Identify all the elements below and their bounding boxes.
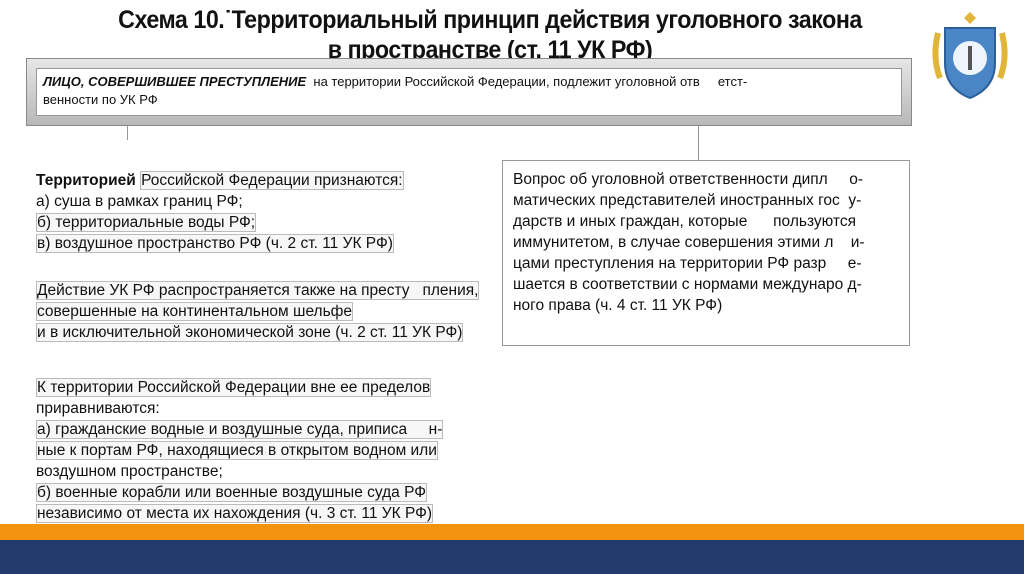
footer-orange-band (0, 524, 1024, 540)
diplomats-line: Вопрос об уголовной ответственности дипл… (513, 171, 864, 188)
territory-item: в) воздушное пространство РФ (ч. 2 ст. 1… (36, 234, 394, 253)
rule-text-line1: на территории Российской Федерации, подл… (306, 74, 748, 89)
territory-bold: Территорией (36, 172, 136, 189)
shelf-line: и в исключительной экономической зоне (ч… (36, 323, 464, 342)
equated-block: К территории Российской Федерации вне ее… (36, 377, 444, 524)
footer-navy-band (0, 540, 1024, 574)
equated-line: б) военные корабли или военные воздушные… (36, 483, 428, 502)
connector-left (127, 126, 128, 140)
equated-line: воздушном пространстве; (36, 463, 223, 480)
main-rule-box: ЛИЦО, СОВЕРШИВШЕЕ ПРЕСТУПЛЕНИЕ на террит… (26, 58, 912, 126)
slide-title-line1: Схема 10.˙Территориальный принцип действ… (118, 6, 862, 34)
diplomats-line: шается в соответствии с нормами междунар… (513, 276, 862, 293)
diplomats-box: Вопрос об уголовной ответственности дипл… (502, 160, 910, 346)
equated-line: ные к портам РФ, находящиеся в открытом … (36, 441, 438, 460)
offender-heading: ЛИЦО, СОВЕРШИВШЕЕ ПРЕСТУПЛЕНИЕ (43, 74, 307, 89)
diplomats-line: ного права (ч. 4 ст. 11 УК РФ) (513, 297, 723, 314)
equated-line: К территории Российской Федерации вне ее… (36, 378, 432, 397)
territory-intro: Российской Федерации признаются: (140, 171, 404, 190)
emblem-logo-icon (932, 12, 1008, 100)
shelf-line: совершенные на континентальном шельфе (36, 302, 354, 321)
shelf-line: Действие УК РФ распространяется также на… (36, 281, 480, 300)
diplomats-line: матических представителей иностранных го… (513, 192, 862, 209)
shelf-block: Действие УК РФ распространяется также на… (36, 280, 480, 343)
rule-text-line2: венности по УК РФ (43, 92, 158, 107)
diplomats-line: цами преступления на территории РФ разр … (513, 255, 862, 272)
diplomats-line: иммунитетом, в случае совершения этими л… (513, 234, 865, 251)
territory-block: Территорией Российской Федерации признаю… (36, 170, 404, 254)
equated-line: а) гражданские водные и воздушные суда, … (36, 420, 444, 439)
diplomats-line: дарств и иных граждан, которые пользуютс… (513, 213, 856, 230)
connector-right (698, 126, 699, 160)
territory-item: а) суша в рамках границ РФ; (36, 193, 243, 210)
equated-line: независимо от места их нахождения (ч. 3 … (36, 504, 434, 523)
equated-line: приравниваются: (36, 400, 160, 417)
territory-item: б) территориальные воды РФ; (36, 213, 257, 232)
